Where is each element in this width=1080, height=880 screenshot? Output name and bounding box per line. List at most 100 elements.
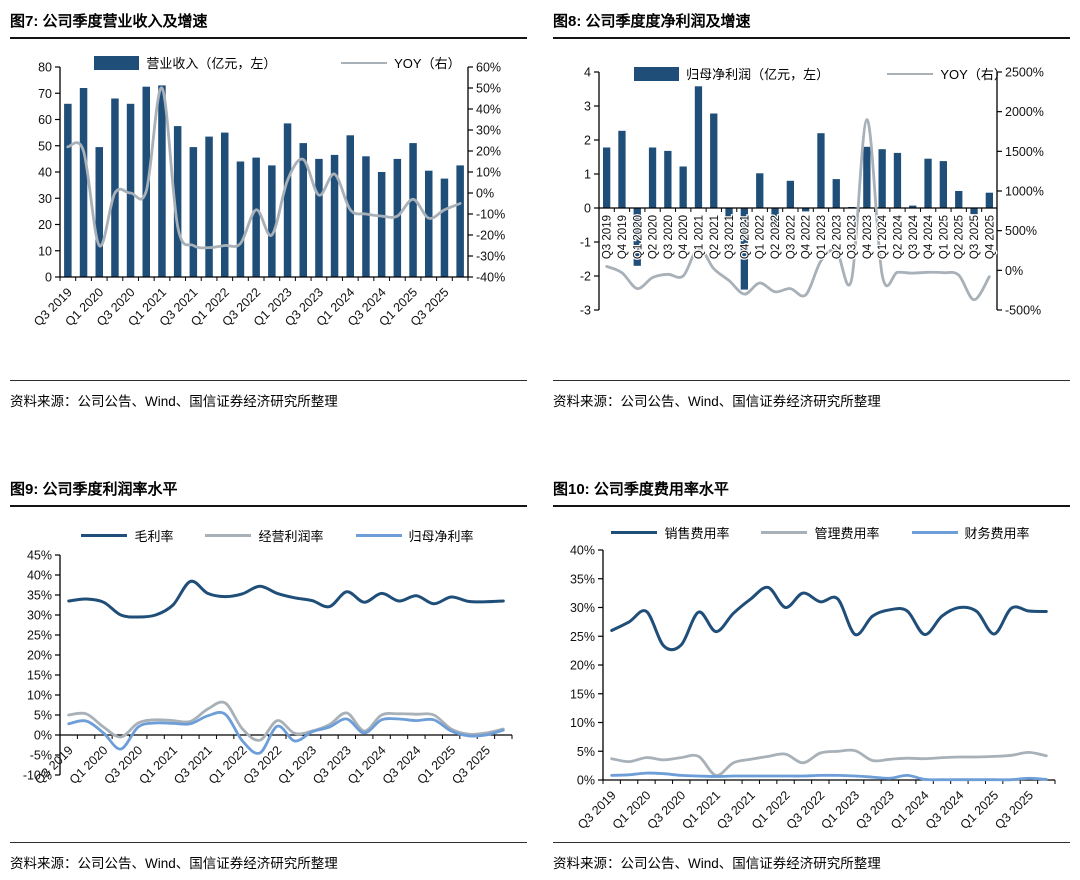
svg-text:Q4 2025: Q4 2025 <box>984 215 996 259</box>
svg-text:2: 2 <box>584 134 591 148</box>
svg-text:15%: 15% <box>27 669 52 683</box>
svg-text:-3: -3 <box>580 304 591 318</box>
panel-fig7: 图7: 公司季度营业收入及增速 营业收入（亿元，左） YOY（右） 0 10 20 3… <box>10 0 527 436</box>
netprofit-growth-chart: -3 -2 -1 0 1 2 3 4 -500% 0% 500% 1000% 1500% 2000% 250… <box>580 66 1044 318</box>
svg-text:40%: 40% <box>27 569 52 583</box>
svg-text:20%: 20% <box>476 145 501 159</box>
svg-text:2500%: 2500% <box>1005 66 1044 80</box>
source-note: 资料来源：公司公告、Wind、国信证券经济研究所整理 <box>10 394 338 409</box>
svg-text:10%: 10% <box>570 716 595 730</box>
svg-text:Q4 2024: Q4 2024 <box>923 214 935 259</box>
svg-text:40%: 40% <box>570 544 595 558</box>
svg-text:Q3 2021: Q3 2021 <box>724 215 736 259</box>
chart-revenue-growth: 营业收入（亿元，左） YOY（右） 0 10 20 30 40 50 60 70 80 -40% -… <box>10 42 527 360</box>
svg-text:0: 0 <box>584 202 591 216</box>
svg-text:Q2 2022: Q2 2022 <box>770 215 782 259</box>
svg-text:-500%: -500% <box>1005 304 1041 318</box>
title-divider <box>553 37 1070 39</box>
svg-text:Q2 2024: Q2 2024 <box>893 214 905 259</box>
svg-text:Q3 2024: Q3 2024 <box>908 214 920 259</box>
chart-margin-levels: 毛利率 经营利润率 归母净利率 -10% -5% 0% 5% 10% 15% 20% 25% 3… <box>10 510 527 842</box>
svg-text:-10%: -10% <box>23 769 52 783</box>
svg-text:80: 80 <box>38 61 52 75</box>
svg-text:5%: 5% <box>577 745 595 759</box>
svg-text:25%: 25% <box>27 629 52 643</box>
svg-text:Q3 2025: Q3 2025 <box>449 743 493 787</box>
figure-title: 图10: 公司季度费用率水平 <box>553 481 729 498</box>
svg-text:1000%: 1000% <box>1005 185 1044 199</box>
margin-levels-chart: -10% -5% 0% 5% 10% 15% 20% 25% 30% 35% 40% 45% Q3 20… <box>23 549 513 787</box>
svg-text:3: 3 <box>584 100 591 114</box>
svg-text:30%: 30% <box>27 609 52 623</box>
svg-text:10%: 10% <box>476 166 501 180</box>
svg-text:Q1 2022: Q1 2022 <box>755 215 767 259</box>
svg-text:10%: 10% <box>27 689 52 703</box>
svg-text:70: 70 <box>38 87 52 101</box>
svg-text:Q1 2020: Q1 2020 <box>632 215 644 259</box>
svg-text:40%: 40% <box>476 103 501 117</box>
svg-text:Q4 2019: Q4 2019 <box>617 215 629 259</box>
svg-text:0%: 0% <box>476 187 494 201</box>
figure-title: 图7: 公司季度营业收入及增速 <box>10 13 208 30</box>
svg-text:60: 60 <box>38 113 52 127</box>
svg-text:Q1 2024: Q1 2024 <box>877 214 889 259</box>
svg-text:-1: -1 <box>580 236 591 250</box>
svg-text:10: 10 <box>38 244 52 258</box>
svg-text:2000%: 2000% <box>1005 105 1044 119</box>
source-divider <box>553 842 1070 843</box>
title-divider <box>10 505 527 507</box>
svg-text:4: 4 <box>584 66 591 80</box>
svg-text:0%: 0% <box>577 774 595 788</box>
svg-text:Q1 2025: Q1 2025 <box>938 215 950 259</box>
svg-text:25%: 25% <box>570 630 595 644</box>
svg-text:-2: -2 <box>580 270 591 284</box>
svg-text:-20%: -20% <box>476 229 505 243</box>
svg-text:-5%: -5% <box>30 749 52 763</box>
revenue-growth-chart: 0 10 20 30 40 50 60 70 80 -40% -30% -20% -10% 0% 10% 20… <box>31 61 505 330</box>
svg-text:30: 30 <box>38 192 52 206</box>
svg-text:Q3 2025: Q3 2025 <box>969 215 981 259</box>
svg-text:Q3 2025: Q3 2025 <box>992 788 1036 832</box>
svg-text:45%: 45% <box>27 549 52 563</box>
svg-text:Q2 2023: Q2 2023 <box>831 215 843 259</box>
panel-fig9: 图9: 公司季度利润率水平 毛利率 经营利润率 归母净利率 -10% -5% 0% 5… <box>10 436 527 872</box>
svg-text:Q3 2023: Q3 2023 <box>847 215 859 259</box>
svg-text:50: 50 <box>38 139 52 153</box>
svg-text:Q3 2019: Q3 2019 <box>602 215 614 259</box>
svg-text:Q2 2025: Q2 2025 <box>954 215 966 259</box>
svg-text:-10%: -10% <box>476 208 505 222</box>
svg-text:Q2 2021: Q2 2021 <box>709 215 721 259</box>
source-note: 资料来源：公司公告、Wind、国信证券经济研究所整理 <box>553 856 881 871</box>
chart-netprofit-growth: 归母净利润（亿元，左） YOY（右） -3 -2 -1 0 1 2 3 4 -500% 0% 500… <box>553 42 1070 360</box>
panel-fig10: 图10: 公司季度费用率水平 销售费用率 管理费用率 财务费用率 0% 5% 10%… <box>553 436 1070 872</box>
svg-text:500%: 500% <box>1005 224 1037 238</box>
svg-text:0: 0 <box>45 271 52 285</box>
source-divider <box>10 842 527 843</box>
source-note: 资料来源：公司公告、Wind、国信证券经济研究所整理 <box>10 856 338 871</box>
svg-text:40: 40 <box>38 166 52 180</box>
svg-text:30%: 30% <box>476 124 501 138</box>
source-divider <box>10 380 527 381</box>
svg-text:20%: 20% <box>27 649 52 663</box>
svg-text:Q3 2022: Q3 2022 <box>785 215 797 259</box>
svg-text:20: 20 <box>38 218 52 232</box>
svg-text:-30%: -30% <box>476 250 505 264</box>
title-divider <box>553 505 1070 507</box>
svg-text:0%: 0% <box>34 729 52 743</box>
svg-text:1500%: 1500% <box>1005 145 1044 159</box>
figure-title: 图9: 公司季度利润率水平 <box>10 481 178 498</box>
source-note: 资料来源：公司公告、Wind、国信证券经济研究所整理 <box>553 394 881 409</box>
svg-text:-40%: -40% <box>476 271 505 285</box>
svg-text:50%: 50% <box>476 82 501 96</box>
svg-text:60%: 60% <box>476 61 501 75</box>
svg-text:Q4 2021: Q4 2021 <box>739 215 751 259</box>
svg-text:Q2 2020: Q2 2020 <box>648 215 660 259</box>
svg-text:20%: 20% <box>570 659 595 673</box>
source-divider <box>553 380 1070 381</box>
svg-text:Q3 2020: Q3 2020 <box>663 215 675 259</box>
chart-expense-ratios: 销售费用率 管理费用率 财务费用率 0% 5% 10% 15% 20% 25% 30% 35%… <box>553 510 1070 842</box>
svg-text:5%: 5% <box>34 709 52 723</box>
svg-text:Q4 2023: Q4 2023 <box>862 215 874 259</box>
